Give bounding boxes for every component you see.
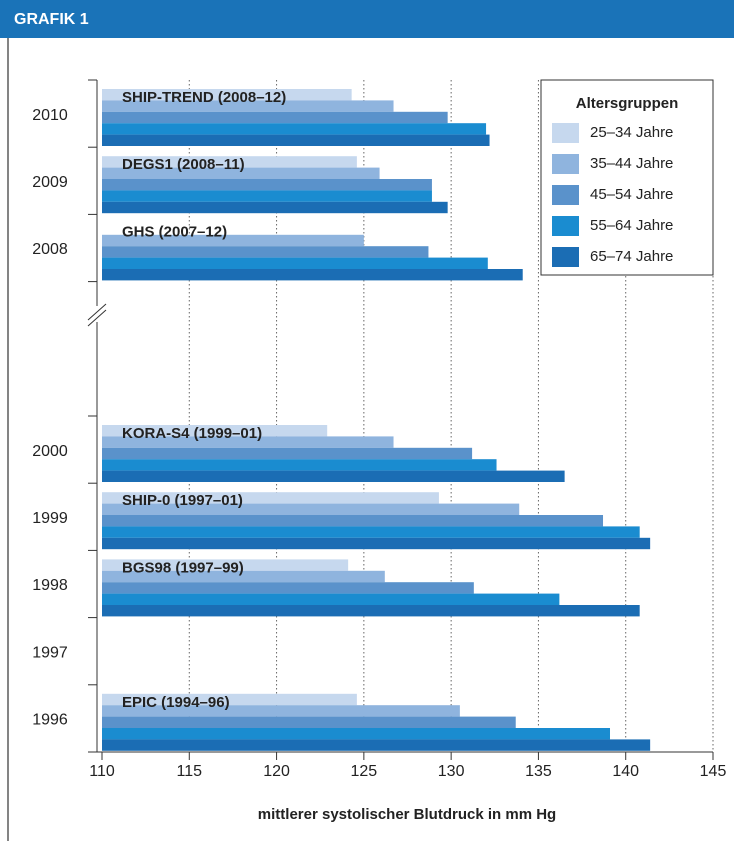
bar — [102, 425, 328, 437]
y-tick-label: 2008 — [32, 241, 68, 258]
bar — [102, 593, 560, 605]
bars: SHIP-TREND (2008–12) DEGS1 (2008–11) GHS (… — [102, 89, 651, 751]
y-tick-label: 1999 — [32, 510, 68, 527]
legend-swatch — [552, 154, 579, 174]
bar — [102, 246, 429, 258]
bar — [102, 693, 357, 706]
legend-title: Altersgruppen — [576, 95, 679, 112]
axes: 110 115 120 125 130 135 140 145 2010 2009 2008 2000… — [32, 79, 727, 780]
axis-break — [87, 303, 107, 321]
bar — [102, 201, 448, 214]
study-label: DEGS1 (2008–11) — [122, 156, 245, 173]
bar — [102, 100, 394, 112]
legend-box — [540, 79, 714, 276]
bar — [102, 447, 473, 460]
y-tick-label: 2009 — [32, 174, 68, 191]
bar — [102, 269, 523, 281]
x-tick-label: 120 — [263, 763, 290, 780]
bar — [102, 111, 448, 124]
bar — [102, 526, 640, 538]
x-tick-label: 110 — [89, 763, 115, 780]
bar — [102, 503, 520, 515]
x-axis-title: mittlerer systolischer Blutdruck in mm H… — [258, 806, 556, 823]
bar — [102, 537, 651, 550]
bar — [102, 89, 352, 101]
bar — [102, 559, 349, 571]
bar — [102, 257, 488, 269]
bar — [102, 739, 651, 751]
bar — [102, 436, 394, 448]
legend-label: 35–44 Jahre — [590, 155, 673, 172]
bar — [102, 716, 516, 728]
bar — [102, 459, 497, 471]
study-label: BGS98 (1997–99) — [122, 559, 244, 576]
bar — [102, 728, 611, 740]
legend: Altersgruppen 25–34 Jahre 35–44 Jahre 45–5… — [540, 79, 714, 276]
legend-label: 45–54 Jahre — [590, 186, 673, 203]
x-tick-label: 145 — [700, 763, 727, 780]
legend-swatch — [552, 216, 579, 236]
bar — [102, 179, 432, 191]
bar — [102, 134, 490, 146]
study-label: KORA-S4 (1999–01) — [122, 425, 262, 442]
legend-label: 55–64 Jahre — [590, 217, 673, 234]
x-tick-label: 130 — [438, 763, 465, 780]
bar — [102, 234, 364, 247]
y-tick-label: 1998 — [32, 577, 68, 594]
y-tick-label: 2010 — [32, 107, 68, 124]
legend-swatch — [552, 123, 579, 143]
bar — [102, 582, 474, 594]
legend-swatch — [552, 247, 579, 267]
legend-label: 25–34 Jahre — [590, 124, 673, 141]
bar — [102, 570, 385, 583]
bar — [102, 605, 640, 617]
y-tick-label: 1997 — [32, 644, 68, 661]
axis-break — [87, 309, 107, 327]
bar — [102, 167, 380, 179]
legend-label: 65–74 Jahre — [590, 248, 673, 265]
x-tick-label: 135 — [525, 763, 552, 780]
study-label: GHS (2007–12) — [122, 223, 227, 240]
bar — [102, 492, 439, 504]
x-tick-label: 115 — [177, 763, 203, 780]
legend-swatch — [552, 185, 579, 205]
x-tick-label: 125 — [351, 763, 378, 780]
study-label: EPIC (1994–96) — [122, 694, 230, 711]
study-label: SHIP-TREND (2008–12) — [122, 89, 286, 106]
chart-title: GRAFIK 1 — [14, 11, 89, 28]
study-label: SHIP-0 (1997–01) — [122, 492, 243, 509]
header-bar — [0, 0, 734, 38]
bar — [102, 515, 604, 527]
bar — [102, 123, 487, 135]
y-tick-label: 1996 — [32, 712, 68, 729]
bar — [102, 470, 565, 482]
bar — [102, 705, 460, 717]
x-tick-label: 140 — [612, 763, 639, 780]
bar — [102, 190, 432, 202]
bar — [102, 156, 357, 168]
y-tick-label: 2000 — [32, 443, 68, 460]
